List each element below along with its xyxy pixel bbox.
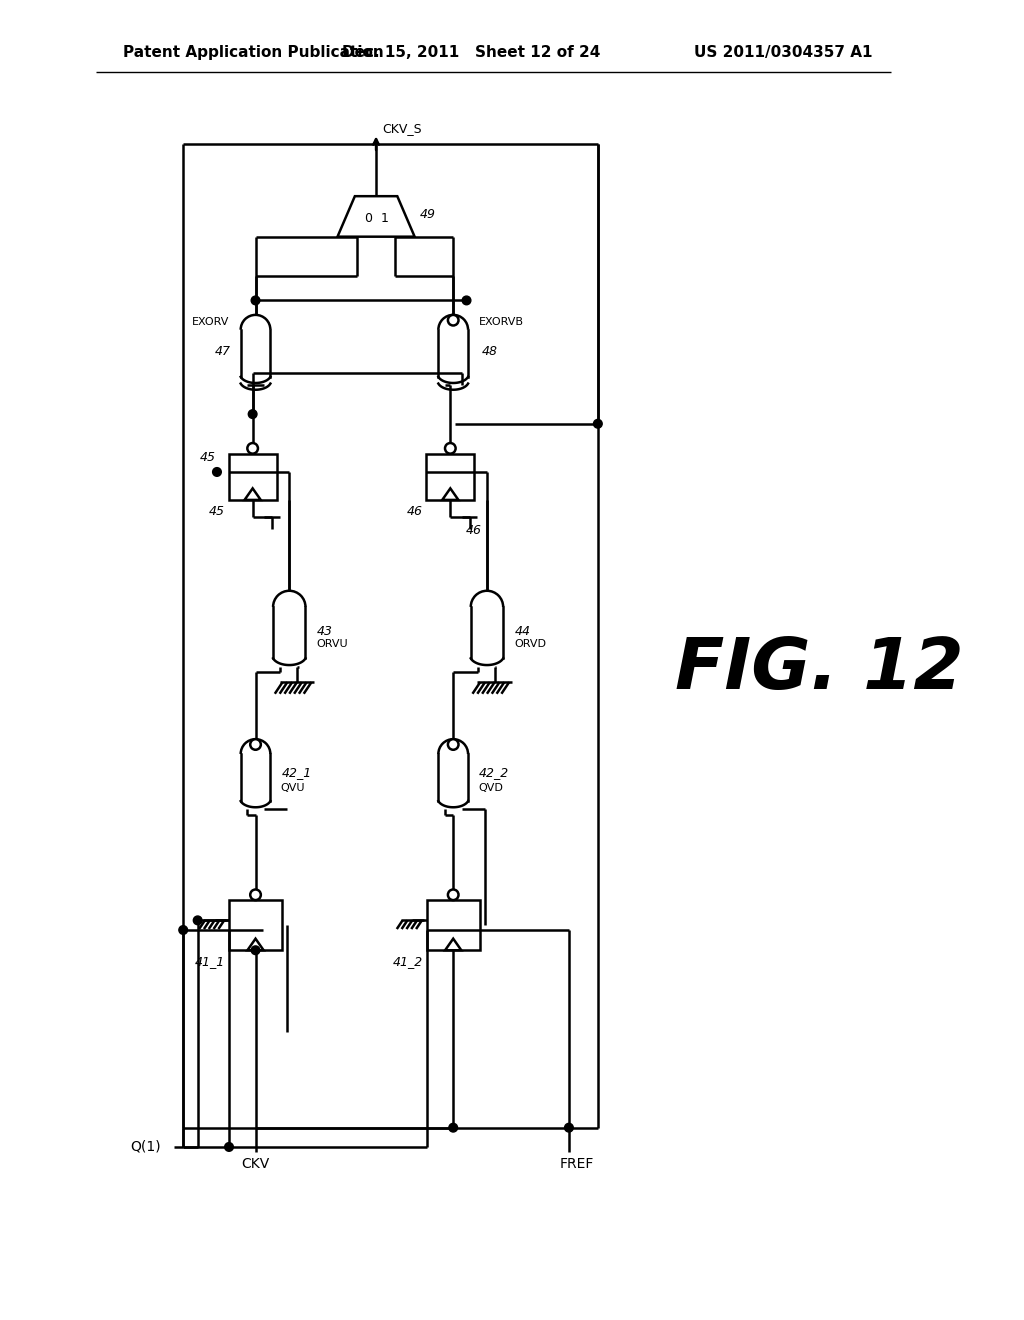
Polygon shape [245, 488, 261, 500]
Text: ORVD: ORVD [514, 639, 546, 648]
Text: 41_1: 41_1 [195, 956, 225, 969]
Text: QVD: QVD [478, 783, 503, 793]
Circle shape [251, 296, 260, 305]
Circle shape [250, 890, 261, 900]
Text: EXORVB: EXORVB [479, 317, 524, 327]
Text: Patent Application Publication: Patent Application Publication [124, 45, 384, 59]
Circle shape [250, 739, 261, 750]
Circle shape [462, 296, 471, 305]
Text: CKV_S: CKV_S [382, 123, 422, 135]
Polygon shape [338, 197, 415, 236]
Text: ORVU: ORVU [316, 639, 348, 648]
Bar [426, 454, 474, 500]
Polygon shape [248, 939, 263, 950]
Circle shape [248, 409, 257, 418]
Circle shape [224, 1143, 233, 1151]
Circle shape [445, 444, 456, 454]
Bar [228, 454, 276, 500]
Text: FREF: FREF [559, 1158, 594, 1171]
Text: CKV: CKV [241, 1158, 269, 1171]
Circle shape [594, 420, 602, 428]
Circle shape [449, 1123, 458, 1133]
Bar [427, 900, 479, 950]
Text: QVU: QVU [281, 783, 305, 793]
Polygon shape [442, 488, 459, 500]
Circle shape [447, 739, 459, 750]
Circle shape [447, 890, 459, 900]
Text: 45: 45 [209, 506, 224, 517]
Circle shape [447, 315, 459, 326]
Circle shape [564, 1123, 573, 1133]
Text: 43: 43 [317, 624, 333, 638]
Text: 44: 44 [515, 624, 530, 638]
Text: 47: 47 [215, 345, 231, 358]
Text: 45: 45 [200, 451, 216, 465]
Text: US 2011/0304357 A1: US 2011/0304357 A1 [694, 45, 872, 59]
Circle shape [251, 946, 260, 954]
Text: 42_2: 42_2 [479, 767, 510, 779]
Circle shape [179, 925, 187, 935]
Text: 49: 49 [420, 209, 435, 220]
Text: EXORV: EXORV [193, 317, 229, 327]
Text: 1: 1 [381, 213, 389, 224]
Circle shape [213, 467, 221, 477]
Bar [229, 900, 282, 950]
Text: 0: 0 [365, 213, 373, 224]
Text: 46: 46 [407, 506, 422, 517]
Circle shape [248, 444, 258, 454]
Text: FIG. 12: FIG. 12 [675, 635, 964, 704]
Text: 48: 48 [482, 345, 498, 358]
Text: Dec. 15, 2011   Sheet 12 of 24: Dec. 15, 2011 Sheet 12 of 24 [342, 45, 601, 59]
Text: 42_1: 42_1 [282, 767, 312, 779]
Polygon shape [445, 939, 461, 950]
Text: 41_2: 41_2 [392, 956, 423, 969]
Text: Q(1): Q(1) [130, 1140, 161, 1154]
Circle shape [194, 916, 202, 925]
Text: 46: 46 [466, 524, 481, 537]
